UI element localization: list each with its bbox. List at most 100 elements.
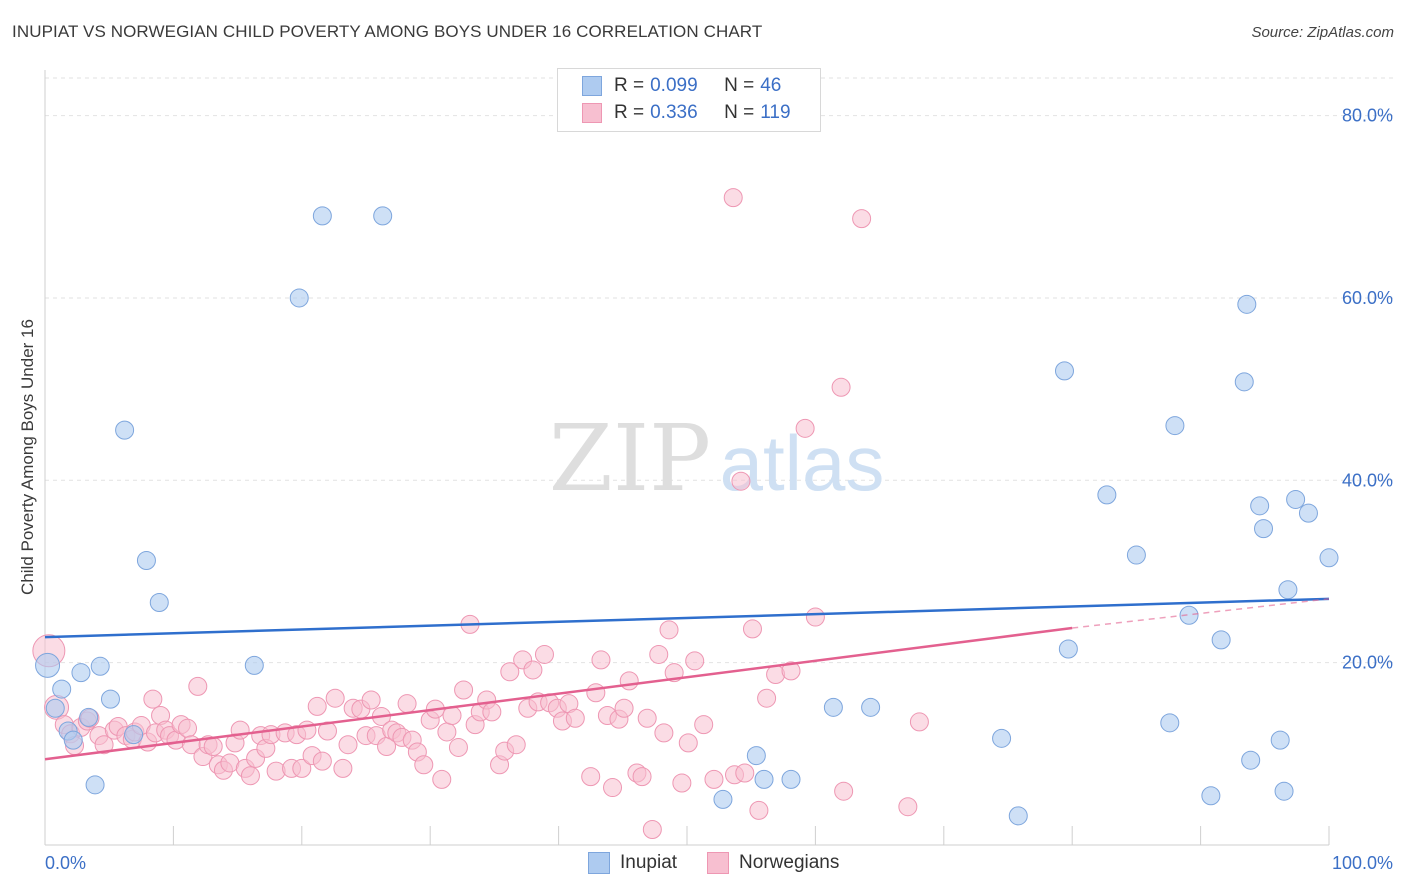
inupiat-point xyxy=(1298,503,1318,523)
inupiat-swatch xyxy=(588,852,610,874)
norwegians-point xyxy=(534,644,554,664)
norwegians-point xyxy=(338,735,358,755)
r-value: 0.099 xyxy=(650,75,698,96)
norwegians-point xyxy=(672,773,692,793)
r-label: R = xyxy=(614,75,645,96)
norwegians-point xyxy=(143,689,163,709)
inupiat-point xyxy=(1058,639,1078,659)
inupiat-trend-line xyxy=(44,597,1330,639)
watermark: ZIP atlas xyxy=(549,405,884,512)
trend-lines xyxy=(44,597,1330,761)
inupiat-point xyxy=(1008,806,1028,826)
inupiat-point xyxy=(1286,489,1306,509)
n-label: N = xyxy=(724,75,755,96)
norwegians-point xyxy=(266,761,286,781)
inupiat-point xyxy=(52,679,72,699)
norwegians-point xyxy=(178,718,198,738)
inupiat-point xyxy=(1201,786,1221,806)
axis-labels: 20.0% 40.0% 60.0% 80.0% 0.0% 100.0% Child Pove… xyxy=(18,106,1393,873)
x-tick-label: 100.0% xyxy=(1332,853,1393,873)
inupiat-point xyxy=(71,663,91,683)
legend-row-inupiat: R = 0.099 N = 46 xyxy=(582,74,781,98)
inupiat-point xyxy=(1160,713,1180,733)
legend-item-norwegians[interactable]: Norwegians xyxy=(707,852,839,874)
norwegians-point xyxy=(694,715,714,735)
norwegians-point xyxy=(614,698,634,718)
inupiat-point xyxy=(90,656,110,676)
norwegians-point xyxy=(454,680,474,700)
norwegians-point xyxy=(437,722,457,742)
norwegians-point xyxy=(637,708,657,728)
y-tick-label: 60.0% xyxy=(1342,288,1393,308)
legend-label: Norwegians xyxy=(739,852,840,873)
norwegians-point xyxy=(397,694,417,714)
norwegians-point xyxy=(632,767,652,787)
norwegians-point xyxy=(325,688,345,708)
inupiat-point xyxy=(312,206,332,226)
inupiat-point xyxy=(124,725,144,745)
inupiat-point xyxy=(244,655,264,675)
norwegians-point xyxy=(805,607,825,627)
inupiat-point xyxy=(1054,361,1074,381)
inupiat-point xyxy=(63,730,83,750)
inupiat-swatch xyxy=(582,76,602,96)
norwegians-point xyxy=(749,800,769,820)
norwegians-point xyxy=(230,720,250,740)
inupiat-point xyxy=(781,769,801,789)
norwegians-swatch xyxy=(707,852,730,874)
inupiat-point xyxy=(100,689,120,709)
norwegians-point xyxy=(795,418,815,438)
n-label: N = xyxy=(724,102,755,123)
norwegians-point xyxy=(448,737,468,757)
norwegians-point xyxy=(735,763,755,783)
norwegians-point xyxy=(834,781,854,801)
inupiat-point xyxy=(1211,630,1231,650)
inupiat-point xyxy=(115,420,135,440)
norwegians-point xyxy=(312,751,332,771)
legend-item-inupiat[interactable]: Inupiat xyxy=(588,852,677,874)
axes xyxy=(44,70,1330,846)
norwegians-point xyxy=(432,769,452,789)
norwegians-point xyxy=(506,735,526,755)
norwegians-point xyxy=(619,671,639,691)
norwegians-point xyxy=(240,766,260,786)
norwegians-point xyxy=(781,661,801,681)
y-tick-label: 40.0% xyxy=(1342,470,1393,490)
inupiat-point xyxy=(713,789,733,809)
norwegians-point xyxy=(704,769,724,789)
legend-row-norwegians: R = 0.336 N = 119 xyxy=(582,101,791,125)
inupiat-point xyxy=(373,206,393,226)
norwegians-point xyxy=(292,758,312,778)
norwegians-point xyxy=(649,644,669,664)
y-tick-label: 20.0% xyxy=(1342,653,1393,673)
norwegians-point xyxy=(361,690,381,710)
y-tick-label: 80.0% xyxy=(1342,106,1393,126)
x-tick-label: 0.0% xyxy=(45,853,86,873)
norwegians-point xyxy=(586,683,606,703)
r-label: R = xyxy=(614,102,645,123)
inupiat-point xyxy=(149,592,169,612)
gridlines xyxy=(45,77,1395,664)
norwegians-point xyxy=(731,471,751,491)
inupiat-point xyxy=(1254,519,1274,539)
inupiat-point xyxy=(823,697,843,717)
norwegians-point xyxy=(482,702,502,722)
inupiat-point xyxy=(746,746,766,766)
norwegians-point xyxy=(581,767,601,787)
chart-title: INUPIAT VS NORWEGIAN CHILD POVERTY AMONG… xyxy=(12,22,763,41)
norwegians-point xyxy=(685,651,705,671)
inupiat-point xyxy=(1278,580,1298,600)
series-legend: Inupiat Norwegians xyxy=(588,852,869,874)
norwegians-point xyxy=(591,650,611,670)
norwegians-point xyxy=(723,188,743,208)
legend-label: Inupiat xyxy=(620,852,678,873)
norwegians-point xyxy=(678,733,698,753)
inupiat-point xyxy=(1274,781,1294,801)
norwegians-point xyxy=(852,209,872,229)
inupiat-point xyxy=(289,288,309,308)
norwegians-point xyxy=(333,758,353,778)
norwegians-point xyxy=(642,820,662,839)
stats-legend: R = 0.099 N = 46 R = 0.336 N = 119 xyxy=(557,68,821,132)
inupiat-point xyxy=(1179,605,1199,625)
norwegians-point xyxy=(659,620,679,640)
